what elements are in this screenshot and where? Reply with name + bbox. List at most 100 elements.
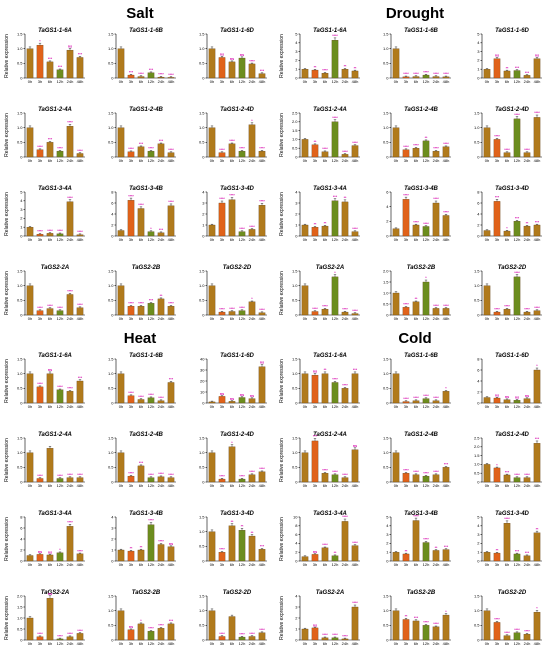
x-tick-label: 12h [57, 404, 64, 409]
y-tick-label: 0.5 [199, 61, 205, 66]
bar [341, 201, 349, 237]
y-tick-label: 6 [386, 189, 389, 194]
bar [392, 452, 400, 483]
axis-line [299, 192, 360, 237]
bar [208, 452, 216, 483]
y-tick-label: 0 [20, 637, 23, 642]
significance-label: **** [239, 147, 245, 151]
significance-label: *** [139, 142, 144, 146]
x-tick-label: 3h [404, 237, 408, 242]
bar [483, 464, 491, 483]
axis-line [481, 192, 542, 237]
bar [321, 473, 329, 483]
bar [167, 152, 175, 158]
x-tick-label: 3h [404, 562, 408, 567]
bar [167, 306, 175, 316]
bar [76, 153, 84, 158]
significance-label: * [59, 548, 61, 552]
significance-label: **** [57, 147, 63, 151]
axis-line [390, 192, 451, 237]
y-tick-label: 10 [200, 389, 205, 394]
y-axis-label: Relative expression [4, 271, 10, 315]
bar [228, 616, 236, 641]
y-tick-label: 0 [202, 558, 205, 563]
x-tick-label: 48h [77, 158, 84, 163]
y-tick-label: 1 [477, 67, 480, 72]
bar [301, 628, 309, 641]
bar [76, 380, 84, 404]
bar [218, 636, 226, 641]
chart-panel: TaGS1-2-4D 0 0.5 1.0 1.5 0h **** 3h **** 6h **** 12… [474, 107, 542, 163]
significance-label: ns [535, 54, 539, 58]
y-tick-label: 0 [202, 233, 205, 238]
bar [493, 201, 501, 237]
x-tick-label: 6h [323, 483, 327, 488]
bar [36, 386, 44, 404]
x-tick-label: 48h [168, 641, 175, 646]
y-tick-label: 1.5 [383, 356, 389, 361]
bar [238, 636, 246, 641]
x-tick-label: 6h [414, 641, 418, 646]
significance-label: *** [414, 616, 419, 620]
significance-label: * [425, 276, 427, 280]
x-tick-label: 0h [119, 79, 123, 84]
x-tick-label: 3h [38, 641, 42, 646]
significance-label: **** [219, 548, 225, 552]
significance-label: **** [77, 149, 83, 153]
chart-panel: TaGS2-2D 0 0.5 1.0 1.5 0h **** 3h **** 6h **** 12h *… [474, 590, 542, 646]
x-tick-label: 48h [259, 158, 266, 163]
significance-label: *** [444, 545, 449, 549]
x-tick-label: 48h [259, 641, 266, 646]
bar [422, 281, 430, 316]
bar [493, 311, 501, 316]
x-tick-label: 12h [148, 404, 155, 409]
significance-label: **** [443, 72, 449, 76]
x-tick-label: 3h [38, 316, 42, 321]
panel-title: TaGS1-3-4B [404, 511, 438, 517]
panel-title: TaGS1-1-6A [313, 28, 347, 34]
bar [56, 233, 64, 237]
y-axis-label: Relative expression [4, 192, 10, 236]
x-tick-label: 3h [313, 562, 317, 567]
significance-label: **** [332, 34, 338, 38]
y-tick-label: 1.5 [383, 279, 389, 284]
y-tick-label: 1.5 [292, 128, 298, 133]
y-tick-label: 1.5 [474, 453, 480, 458]
panel-title: TaGS2-2A [316, 590, 344, 596]
y-tick-label: 2.0 [17, 593, 23, 598]
panel-title: TaGS1-1-6D [220, 353, 254, 359]
y-tick-label: 2 [477, 389, 480, 394]
panel-title: TaGS1-3-4A [38, 186, 72, 192]
axis-line [299, 113, 360, 158]
x-tick-label: 6h [48, 237, 52, 242]
x-tick-label: 12h [239, 158, 246, 163]
x-tick-label: 48h [443, 79, 450, 84]
y-tick-label: 2 [295, 58, 298, 63]
y-axis-label: Relative expression [4, 113, 10, 157]
chart-panel: TaGS2-2B 0 0.5 1.0 1.5 0h **** 3h **** 6h *** 12h **… [108, 265, 176, 321]
chart-panel: TaGS1-1-6A 0 1 2 3 4 5 Relative expression 0h ** 3… [279, 28, 360, 84]
chart-panel: TaGS1-2-4B 0 0.5 1.0 1.5 0h **** 3h **** 6h ** 12h *… [383, 107, 451, 163]
panel-title: TaGS1-2-4B [129, 432, 163, 438]
significance-label: **** [433, 470, 439, 474]
significance-label: **** [37, 230, 43, 234]
x-tick-label: 6h [139, 483, 143, 488]
y-tick-label: 1.0 [383, 371, 389, 376]
y-tick-label: 1.5 [108, 268, 114, 273]
bar [117, 610, 125, 641]
bar [412, 148, 420, 158]
significance-label: ns [313, 623, 317, 627]
chart-panel: TaGS1-1-6A 0 0.5 1.0 1.5 Relative expression 0… [279, 353, 360, 409]
bar [127, 200, 135, 237]
y-tick-label: 1.0 [108, 371, 114, 376]
significance-label: ns [169, 542, 173, 546]
x-tick-label: 12h [239, 483, 246, 488]
bar [46, 554, 54, 562]
bar [533, 117, 541, 158]
x-tick-label: 6h [505, 483, 509, 488]
x-tick-label: 0h [303, 483, 307, 488]
y-tick-label: 3 [295, 49, 298, 54]
y-tick-label: 0.5 [108, 298, 114, 303]
bar [76, 57, 84, 79]
significance-label: ** [405, 614, 408, 618]
